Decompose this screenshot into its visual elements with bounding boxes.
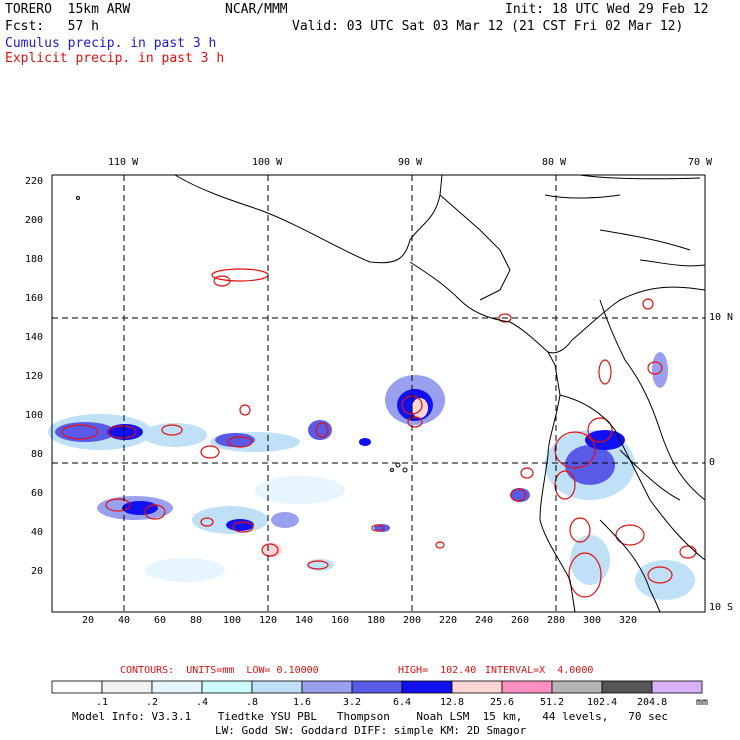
x-tick: 260 [511,615,530,626]
legend-cumulus: Cumulus precip. in past 3 h [5,36,217,51]
x-tick: 200 [403,615,422,626]
x-tick: 40 [118,615,131,626]
coastlines [76,174,706,613]
y-tick: 80 [31,449,44,460]
colorbar-label: 102.4 [587,697,618,708]
contour-units: CONTOURS: UNITS=mm LOW= 0.10000 [120,665,319,676]
x-tick: 80 [190,615,203,626]
colorbar-label: 1.6 [293,697,312,708]
colorbar-cell [601,680,653,694]
colorbar-label: 6.4 [393,697,412,708]
init-time: Init: 18 UTC Wed 29 Feb 12 [505,2,709,17]
y-tick: 220 [25,176,44,187]
colorbar-label: 12.8 [440,697,465,708]
colorbar-cell [501,680,553,694]
explicit-contours [61,268,697,598]
colorbar-label: 3.2 [343,697,362,708]
x-tick: 280 [547,615,566,626]
x-tick: 160 [331,615,350,626]
colorbar-cell [351,680,403,694]
y-tick: 160 [25,293,44,304]
physics-info: LW: Godd SW: Goddard DIFF: simple KM: 2D… [215,724,527,737]
lon-label-80w: 80 W [542,157,567,168]
y-tick: 200 [25,215,44,226]
lon-label-100w: 100 W [252,157,283,168]
model-info: Model Info: V3.3.1 Tiedtke YSU PBL Thomp… [72,710,669,723]
colorbar-label: .1 [96,697,109,708]
contour-interval: INTERVAL=X 4.0000 [485,665,594,676]
x-tick: 300 [583,615,602,626]
lon-label-70w: 70 W [688,157,713,168]
lat-lon-grid [52,175,705,612]
colorbar-cell [551,680,603,694]
organization-label: NCAR/MMM [225,2,288,17]
forecast-hour: Fcst: 57 h [5,19,99,34]
colorbar-cell [401,680,453,694]
colorbar [51,680,703,694]
lat-label-0: 0 [709,457,716,468]
colorbar-label: 204.8 [637,697,668,708]
y-tick: 180 [25,254,44,265]
y-tick: 140 [25,332,44,343]
lon-label-90w: 90 W [398,157,423,168]
colorbar-cell [201,680,253,694]
y-tick: 20 [31,566,44,577]
colorbar-cell [651,680,703,694]
x-tick: 120 [259,615,278,626]
valid-time: Valid: 03 UTC Sat 03 Mar 12 (21 CST Fri … [292,19,684,34]
y-tick: 60 [31,488,44,499]
x-tick: 180 [367,615,386,626]
model-title: TORERO 15km ARW [5,2,131,17]
contour-high: HIGH= 102.40 [398,665,477,676]
x-tick: 240 [475,615,494,626]
colorbar-label: .8 [246,697,259,708]
y-tick: 120 [25,371,44,382]
colorbar-cell [301,680,353,694]
map-frame [51,174,706,613]
colorbar-cell [51,680,103,694]
colorbar-cell [251,680,303,694]
legend-explicit: Explicit precip. in past 3 h [5,51,225,66]
x-tick: 100 [223,615,242,626]
x-tick: 60 [154,615,167,626]
colorbar-cell [101,680,153,694]
colorbar-unit: mm [696,697,709,708]
lat-label-10n: 10 N [709,312,734,323]
colorbar-cell [451,680,503,694]
x-tick: 20 [82,615,95,626]
y-tick: 100 [25,410,44,421]
x-tick: 140 [295,615,314,626]
lon-label-110w: 110 W [108,157,139,168]
y-tick: 40 [31,527,44,538]
colorbar-label: .2 [146,697,159,708]
colorbar-label: 51.2 [540,697,565,708]
colorbar-cell [151,680,203,694]
colorbar-label: .4 [196,697,209,708]
x-tick: 220 [439,615,458,626]
x-tick: 320 [619,615,638,626]
colorbar-label: 25.6 [490,697,515,708]
lat-label-10s: 10 S [709,602,734,613]
